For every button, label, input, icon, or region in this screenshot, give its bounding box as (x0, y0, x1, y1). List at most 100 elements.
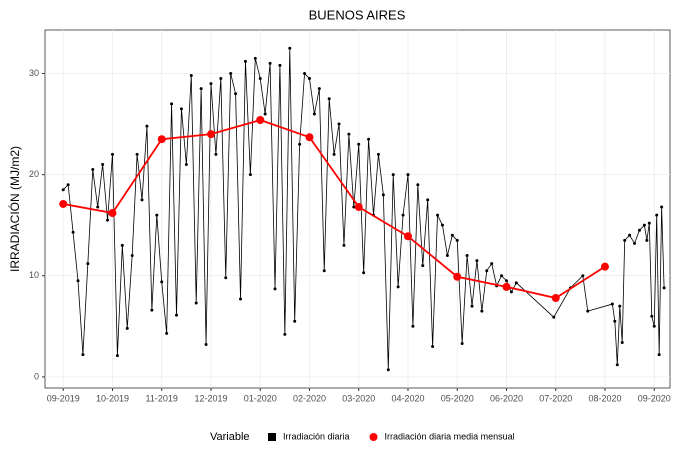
data-point (623, 238, 627, 242)
data-point (327, 97, 331, 101)
data-point (470, 304, 474, 308)
data-point (206, 130, 215, 139)
data-point (76, 279, 80, 283)
data-point (293, 319, 297, 323)
data-point (61, 188, 65, 192)
data-point (460, 342, 464, 346)
x-tick-label: 05-2020 (441, 393, 474, 403)
data-point (337, 122, 341, 126)
data-point (283, 332, 287, 336)
data-point (175, 313, 179, 317)
data-point (367, 137, 371, 141)
data-point (421, 264, 425, 268)
data-point (96, 205, 100, 209)
data-point (354, 202, 363, 211)
data-point (150, 308, 154, 312)
data-point (307, 77, 311, 81)
data-point (342, 243, 346, 247)
data-point (600, 262, 609, 271)
data-point (115, 354, 119, 358)
data-point (298, 142, 302, 146)
data-point (157, 135, 166, 144)
data-point (431, 345, 435, 349)
x-tick-label: 04-2020 (391, 393, 424, 403)
data-point (485, 269, 489, 273)
data-point (490, 262, 494, 266)
data-point (303, 71, 307, 75)
data-point (352, 205, 356, 209)
data-point (59, 199, 68, 208)
data-point (209, 82, 213, 86)
x-tick-label: 03-2020 (342, 393, 375, 403)
y-tick-label: 0 (34, 371, 39, 381)
data-point (475, 259, 479, 263)
data-point (253, 56, 257, 60)
data-point (416, 183, 420, 187)
data-point (650, 314, 654, 318)
data-point (239, 297, 243, 301)
data-point (401, 213, 405, 217)
data-point (305, 133, 314, 142)
data-point (322, 269, 326, 273)
data-point (581, 274, 585, 278)
data-point (376, 152, 380, 156)
data-point (426, 198, 430, 202)
data-point (480, 309, 484, 313)
data-point (170, 102, 174, 106)
data-point (268, 61, 272, 65)
data-point (312, 112, 316, 116)
data-point (509, 290, 513, 294)
data-point (391, 173, 395, 177)
data-point (234, 92, 238, 96)
data-point (642, 223, 646, 227)
data-point (411, 324, 415, 328)
x-tick-label: 07-2020 (539, 393, 572, 403)
data-point (214, 152, 218, 156)
data-point (155, 213, 159, 217)
data-point (386, 368, 390, 372)
data-point (610, 302, 614, 306)
data-point (258, 77, 262, 81)
data-point (645, 238, 649, 242)
data-point (551, 293, 560, 302)
data-point (465, 254, 469, 258)
x-tick-label: 09-2020 (638, 393, 671, 403)
x-tick-label: 12-2019 (194, 393, 227, 403)
data-point (403, 232, 412, 241)
data-point (455, 238, 459, 242)
data-point (120, 243, 124, 247)
data-point (106, 218, 110, 222)
data-point (647, 221, 651, 225)
data-point (194, 301, 198, 305)
data-point (160, 280, 164, 284)
data-point (500, 274, 504, 278)
data-point (135, 152, 139, 156)
data-point (662, 286, 666, 290)
data-point (502, 282, 511, 291)
data-point (224, 276, 228, 280)
data-point (453, 272, 462, 281)
legend-marker (369, 433, 378, 441)
data-point (652, 324, 656, 328)
data-point (101, 163, 105, 167)
x-tick-label: 02-2020 (293, 393, 326, 403)
x-tick-label: 08-2020 (588, 393, 621, 403)
data-point (633, 241, 637, 245)
data-point (637, 228, 641, 232)
data-point (263, 112, 267, 116)
data-point (91, 168, 95, 172)
x-tick-label: 09-2019 (47, 393, 80, 403)
legend-title: Variable (210, 431, 250, 443)
y-axis-label: IRRADIACIÓN (MJ/m2) (7, 146, 22, 272)
data-point (332, 152, 336, 156)
data-point (110, 152, 114, 156)
data-point (165, 331, 169, 335)
data-point (362, 271, 366, 275)
x-tick-label: 01-2020 (244, 393, 277, 403)
data-point (278, 63, 282, 67)
data-point (288, 46, 292, 50)
legend-label: Irradiación diaria media mensual (385, 431, 515, 441)
data-point (66, 183, 70, 187)
y-tick-label: 10 (29, 270, 39, 280)
